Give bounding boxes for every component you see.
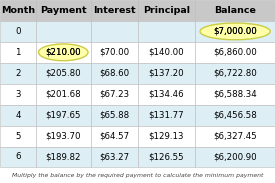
Text: $210.00: $210.00 xyxy=(45,48,81,57)
Text: Balance: Balance xyxy=(214,6,256,15)
Text: Month: Month xyxy=(1,6,35,15)
Bar xyxy=(36,63,91,84)
Text: $134.46: $134.46 xyxy=(148,90,184,99)
Bar xyxy=(138,42,195,63)
Bar xyxy=(138,84,195,105)
Text: $68.60: $68.60 xyxy=(99,69,129,78)
Bar xyxy=(91,105,138,126)
Text: $193.70: $193.70 xyxy=(45,132,81,141)
Bar xyxy=(91,84,138,105)
Bar xyxy=(0,126,36,147)
Text: $7,000.00: $7,000.00 xyxy=(213,27,257,36)
Bar xyxy=(91,126,138,147)
Bar xyxy=(91,42,138,63)
Text: $67.23: $67.23 xyxy=(99,90,129,99)
Text: $137.20: $137.20 xyxy=(148,69,184,78)
Text: $64.57: $64.57 xyxy=(99,132,129,141)
Bar xyxy=(195,84,275,105)
Text: $210.00: $210.00 xyxy=(45,48,81,57)
Bar xyxy=(0,0,36,21)
Bar xyxy=(195,21,275,42)
Text: Principal: Principal xyxy=(143,6,190,15)
Text: Payment: Payment xyxy=(40,6,87,15)
Bar xyxy=(91,63,138,84)
Bar xyxy=(0,105,36,126)
Bar xyxy=(36,0,91,21)
Bar xyxy=(195,105,275,126)
Bar xyxy=(138,21,195,42)
Text: 1: 1 xyxy=(15,48,21,57)
Bar xyxy=(195,0,275,21)
Bar xyxy=(36,84,91,105)
Bar xyxy=(91,147,138,167)
Text: $65.88: $65.88 xyxy=(99,111,129,120)
Text: Multiply the balance by the required payment to calculate the minimum payment: Multiply the balance by the required pay… xyxy=(12,173,263,178)
Bar xyxy=(36,126,91,147)
Bar xyxy=(36,42,91,63)
Text: 2: 2 xyxy=(15,69,21,78)
Bar xyxy=(195,147,275,167)
Text: $6,588.34: $6,588.34 xyxy=(213,90,257,99)
Text: $6,722.80: $6,722.80 xyxy=(213,69,257,78)
Text: $197.65: $197.65 xyxy=(45,111,81,120)
Bar xyxy=(0,84,36,105)
Text: $126.55: $126.55 xyxy=(148,152,184,161)
Text: $7,000.00: $7,000.00 xyxy=(213,27,257,36)
Bar xyxy=(0,63,36,84)
Ellipse shape xyxy=(200,23,270,40)
Text: 3: 3 xyxy=(15,90,21,99)
Text: 4: 4 xyxy=(15,111,21,120)
Text: 0: 0 xyxy=(15,27,21,36)
Bar xyxy=(36,147,91,167)
Bar xyxy=(36,21,91,42)
Text: $205.80: $205.80 xyxy=(45,69,81,78)
Text: $129.13: $129.13 xyxy=(148,132,184,141)
Text: 5: 5 xyxy=(15,132,21,141)
Text: 6: 6 xyxy=(15,152,21,161)
Bar xyxy=(0,21,36,42)
Text: Interest: Interest xyxy=(93,6,135,15)
Text: $6,860.00: $6,860.00 xyxy=(213,48,257,57)
Text: $131.77: $131.77 xyxy=(148,111,184,120)
Text: $140.00: $140.00 xyxy=(148,48,184,57)
Ellipse shape xyxy=(39,44,88,61)
Bar xyxy=(138,0,195,21)
Text: $63.27: $63.27 xyxy=(99,152,129,161)
Bar xyxy=(138,126,195,147)
Text: $189.82: $189.82 xyxy=(45,152,81,161)
Text: $6,327.45: $6,327.45 xyxy=(213,132,257,141)
Bar xyxy=(0,147,36,167)
Bar xyxy=(138,105,195,126)
Bar xyxy=(195,42,275,63)
Bar xyxy=(91,21,138,42)
Bar xyxy=(138,63,195,84)
Text: $6,200.90: $6,200.90 xyxy=(213,152,257,161)
Bar xyxy=(91,0,138,21)
Bar xyxy=(195,63,275,84)
Text: $70.00: $70.00 xyxy=(99,48,129,57)
Bar xyxy=(195,126,275,147)
Bar xyxy=(36,105,91,126)
Bar xyxy=(138,147,195,167)
Bar xyxy=(0,42,36,63)
Text: $201.68: $201.68 xyxy=(45,90,81,99)
Text: $6,456.58: $6,456.58 xyxy=(213,111,257,120)
